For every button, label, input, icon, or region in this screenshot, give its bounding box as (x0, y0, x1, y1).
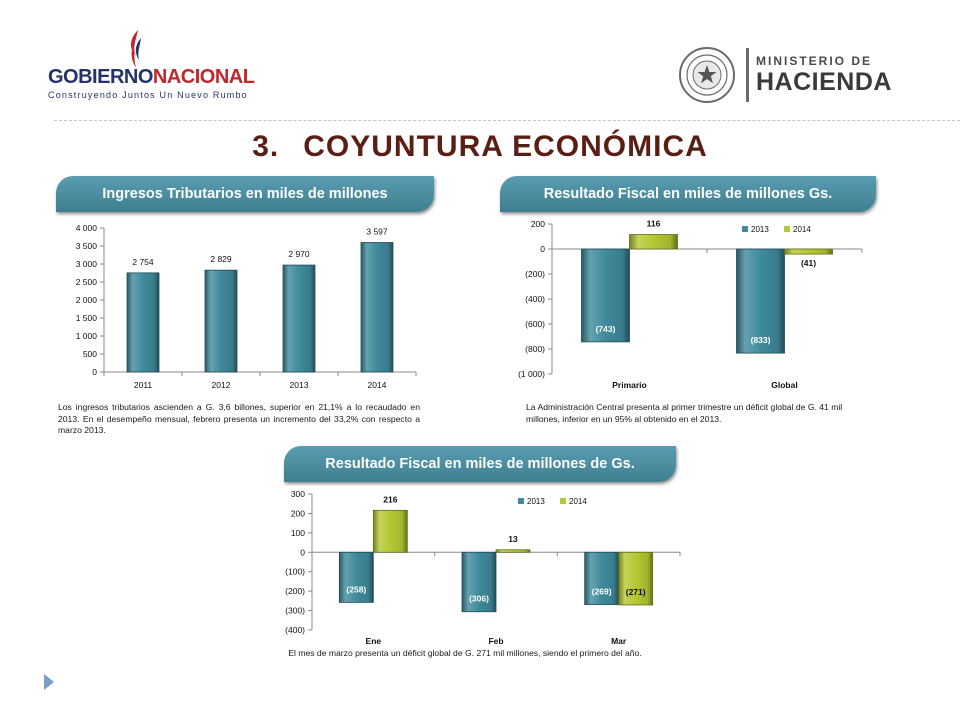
x-category-label: Global (771, 380, 797, 390)
y-tick-label: 2 000 (76, 295, 98, 305)
fiscal-monthly-description: El mes de marzo presenta un déficit glob… (288, 648, 642, 658)
legend-label: 2014 (793, 225, 811, 234)
y-tick-label: 0 (540, 244, 545, 254)
section-number: 3. (252, 130, 280, 163)
data-label: 2 970 (288, 249, 310, 259)
data-label: 116 (647, 219, 661, 229)
data-label: (41) (801, 258, 816, 268)
y-tick-label: 200 (291, 508, 305, 518)
logo-name-part2: NACIONAL (152, 66, 255, 88)
data-label: (743) (596, 324, 616, 334)
bar-2013 (736, 248, 785, 354)
tax-revenue-panel-title: Ingresos Tributarios en miles de millone… (56, 176, 434, 212)
republic-seal-icon (679, 47, 735, 103)
fiscal-annual-panel-title: Resultado Fiscal en miles de millones Gs… (500, 176, 876, 212)
y-tick-label: 4 000 (76, 223, 98, 233)
y-tick-label: 2 500 (76, 277, 98, 287)
legend-swatch (560, 498, 566, 504)
page-title: 3. COYUNTURA ECONÓMICA (0, 130, 960, 164)
bar-value (282, 264, 316, 373)
logo-name: GOBIERNONACIONAL (48, 66, 255, 89)
x-category-label: 2013 (290, 380, 309, 390)
x-category-label: 2014 (368, 380, 387, 390)
x-category-label: Mar (611, 636, 627, 646)
tax-revenue-chart: 0 500 1 000 1 500 2 000 2 500 3 000 3 500 4 000 2… (76, 223, 417, 390)
y-tick-label: (800) (525, 344, 545, 354)
gobierno-nacional-logo: GOBIERNONACIONAL Construyendo Juntos Un … (44, 28, 255, 104)
legend-label: 2014 (569, 497, 587, 506)
fiscal-annual-chart: 200 0 (200) (400) (600) (800) (1 000) Primario (… (518, 219, 863, 390)
bar-2014 (784, 248, 833, 255)
logo-name-part1: GOBIERNO (48, 66, 153, 88)
fiscal-monthly-chart: 300 200 100 0 (100) (200) (300) (400) Ene (258) 21… (285, 489, 681, 646)
data-label: (271) (626, 587, 646, 597)
data-label: 13 (508, 534, 518, 544)
y-tick-label: 300 (291, 489, 305, 499)
y-tick-label: 200 (531, 219, 545, 229)
y-tick-label: (300) (285, 606, 305, 616)
x-category-label: 2012 (212, 380, 231, 390)
bullet-arrow-icon (44, 674, 54, 690)
data-label: 3 597 (366, 227, 388, 237)
y-tick-label: (200) (525, 269, 545, 279)
bar-2014 (629, 234, 678, 250)
y-tick-label: 100 (291, 528, 305, 538)
hacienda-label: HACIENDA (756, 68, 892, 96)
y-tick-label: 500 (83, 349, 97, 359)
bar-2014 (618, 551, 654, 606)
bar-value (126, 272, 160, 373)
y-tick-label: (1 000) (518, 369, 545, 379)
bar-2014 (372, 509, 408, 553)
data-label: 216 (383, 494, 397, 504)
header-divider (54, 120, 960, 121)
logo-tagline: Construyendo Juntos Un Nuevo Rumbo (48, 90, 248, 100)
x-category-label: Feb (488, 636, 503, 646)
data-label: 2 754 (132, 257, 154, 267)
bar-2013 (584, 551, 620, 605)
y-tick-label: (100) (285, 567, 305, 577)
bar-2013 (338, 551, 374, 603)
legend-swatch (784, 226, 790, 232)
data-label: (269) (592, 587, 612, 597)
y-tick-label: 0 (300, 547, 305, 557)
section-title: COYUNTURA ECONÓMICA (303, 130, 708, 163)
x-category-label: 2011 (134, 380, 153, 390)
y-tick-label: (200) (285, 586, 305, 596)
y-tick-label: 3 500 (76, 241, 98, 251)
y-tick-label: 1 500 (76, 313, 98, 323)
y-tick-label: 3 000 (76, 259, 98, 269)
ministerio-hacienda-logo: MINISTERIO DE HACIENDA (676, 44, 896, 104)
y-tick-label: (600) (525, 319, 545, 329)
x-category-label: Primario (612, 380, 647, 390)
y-tick-label: (400) (285, 625, 305, 635)
fiscal-monthly-panel-title: Resultado Fiscal en miles de millones de… (284, 446, 676, 482)
fiscal-annual-description: La Administración Central presenta al pr… (526, 402, 843, 424)
bar-value (204, 269, 238, 373)
legend-label: 2013 (751, 225, 769, 234)
logo-divider (746, 48, 749, 102)
bar-2014 (495, 549, 531, 553)
tax-revenue-description: Los ingresos tributarios ascienden a G. … (58, 402, 420, 435)
y-tick-label: (400) (525, 294, 545, 304)
gobierno-flame-icon (131, 30, 141, 68)
bar-2013 (581, 248, 630, 343)
legend-label: 2013 (527, 497, 545, 506)
y-tick-label: 1 000 (76, 331, 98, 341)
legend-swatch (742, 226, 748, 232)
bar-2013 (461, 551, 497, 613)
data-label: (833) (751, 335, 771, 345)
data-label: (258) (346, 584, 366, 594)
bar-value (360, 242, 394, 373)
legend-swatch (518, 498, 524, 504)
data-label: (306) (469, 594, 489, 604)
x-category-label: Ene (366, 636, 382, 646)
data-label: 2 829 (210, 254, 232, 264)
ministerio-label: MINISTERIO DE (756, 54, 873, 68)
y-tick-label: 0 (92, 367, 97, 377)
